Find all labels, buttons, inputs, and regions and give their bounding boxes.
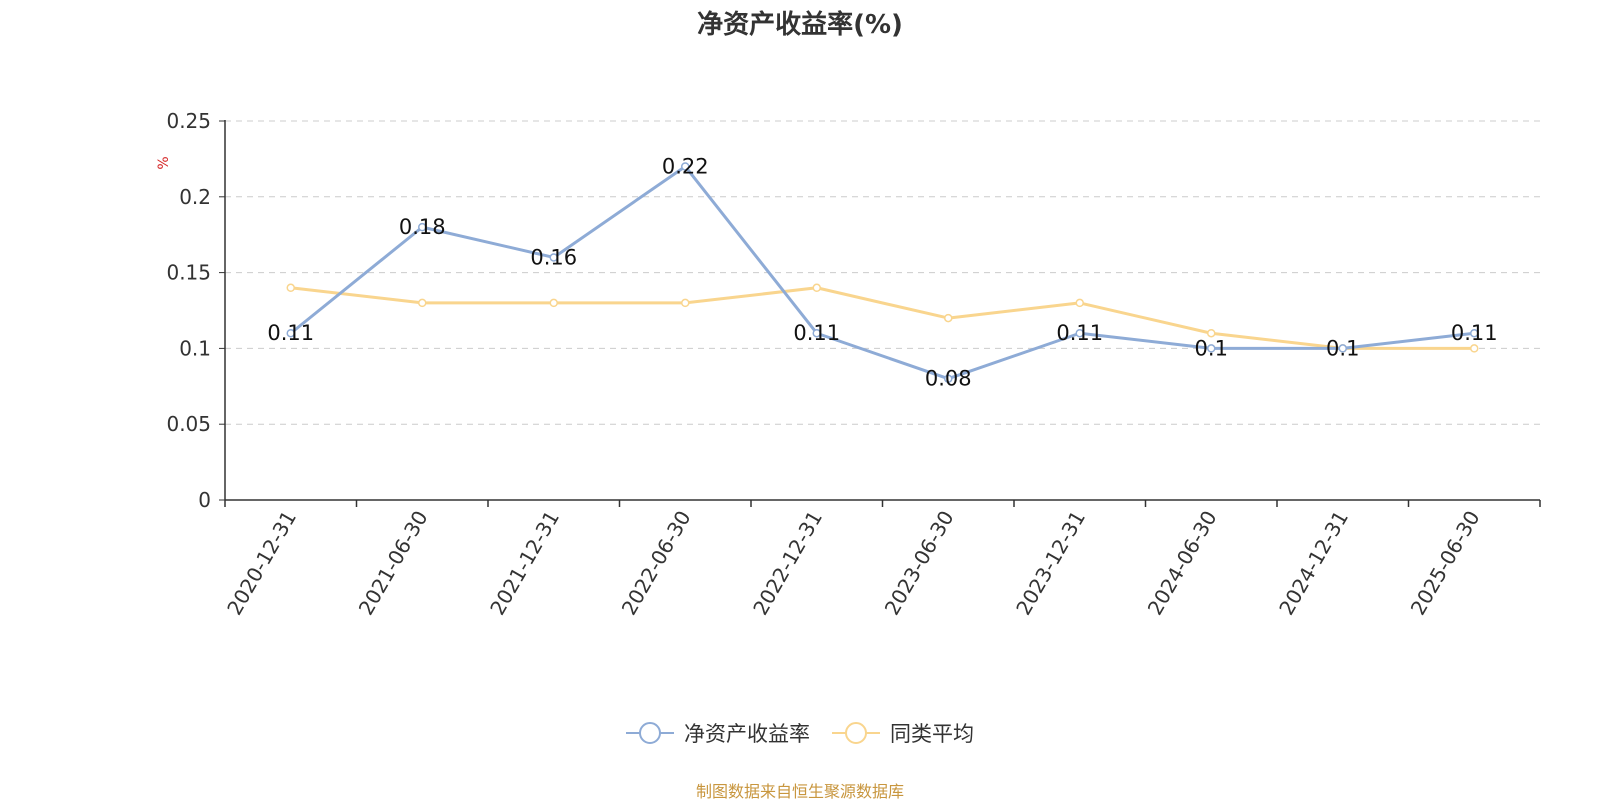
legend-item-roe[interactable]: 净资产收益率: [626, 718, 810, 748]
data-label: 0.11: [1056, 321, 1103, 345]
axis-layer: 0 0.05 0.1 0.15 0.2 0.25 2020-12-31 2021-06-30 2…: [166, 109, 1541, 620]
legend-average-marker-icon: [832, 722, 880, 744]
data-point-average[interactable]: [418, 298, 427, 308]
series-layer: [286, 162, 1479, 383]
data-point-average[interactable]: [1470, 344, 1479, 353]
x-tick-label: 2025-06-30: [1406, 507, 1485, 620]
y-tick-label: 0.05: [166, 412, 211, 436]
data-label: 0.22: [662, 154, 709, 178]
data-point-average[interactable]: [681, 298, 690, 308]
x-tick-label: 2024-12-31: [1274, 507, 1353, 620]
data-label: 0.11: [267, 321, 314, 345]
chart-title: 净资产收益率(%): [697, 10, 903, 40]
data-point-average[interactable]: [549, 298, 558, 308]
x-tick-label: 2020-12-31: [222, 507, 301, 620]
data-label: 0.18: [399, 215, 446, 239]
x-tick-label: 2022-12-31: [748, 507, 827, 620]
y-tick-label: 0.25: [166, 109, 211, 133]
source-note: 制图数据来自恒生聚源数据库: [695, 782, 904, 801]
legend-roe-marker-icon: [626, 722, 674, 744]
legend-item-average[interactable]: 同类平均: [832, 718, 974, 748]
x-tick-label: 2024-06-30: [1143, 507, 1222, 620]
data-label-layer: 0.11 0.18 0.16 0.22 0.11 0.08 0.11 0.1 0.1 0.11: [267, 154, 1497, 390]
x-tick-label: 2022-06-30: [617, 507, 696, 620]
data-label: 0.08: [925, 367, 972, 391]
y-tick-label: 0: [198, 488, 211, 512]
y-tick-label: 0.15: [166, 261, 211, 285]
data-point-roe[interactable]: [1207, 344, 1216, 353]
data-point-roe[interactable]: [1338, 344, 1347, 353]
y-axis-unit-label: %: [156, 156, 172, 169]
data-point-average[interactable]: [1207, 328, 1216, 338]
legend-roe-label: 净资产收益率: [684, 722, 810, 746]
data-point-average[interactable]: [286, 283, 295, 293]
legend-average-label: 同类平均: [890, 722, 974, 746]
series-line-average: [290, 286, 1475, 350]
series-line-roe: [289, 164, 1475, 381]
y-tick-label: 0.2: [179, 185, 211, 209]
data-point-roe[interactable]: [1470, 328, 1479, 338]
data-point-roe[interactable]: [812, 328, 821, 338]
x-tick-label: 2023-12-31: [1011, 507, 1090, 620]
y-tick-label: 0.1: [179, 336, 211, 360]
x-tick-label: 2021-06-30: [354, 507, 433, 620]
data-point-roe[interactable]: [286, 328, 295, 338]
data-point-roe[interactable]: [944, 374, 953, 383]
grid-layer: [225, 120, 1540, 425]
data-point-average[interactable]: [1075, 298, 1084, 308]
data-point-roe[interactable]: [681, 162, 690, 171]
data-point-roe[interactable]: [418, 222, 427, 232]
data-label: 0.1: [1195, 336, 1228, 360]
data-point-average[interactable]: [812, 283, 821, 293]
data-label: 0.11: [793, 321, 840, 345]
legend: 净资产收益率 同类平均: [0, 718, 1600, 748]
x-tick-label: 2023-06-30: [880, 507, 959, 620]
data-label: 0.16: [530, 245, 577, 269]
data-label: 0.11: [1451, 321, 1498, 345]
data-point-roe[interactable]: [549, 253, 558, 262]
x-tick-label: 2021-12-31: [485, 507, 564, 620]
data-point-average[interactable]: [944, 313, 953, 323]
data-point-roe[interactable]: [1075, 328, 1084, 338]
data-label: 0.1: [1326, 336, 1359, 360]
